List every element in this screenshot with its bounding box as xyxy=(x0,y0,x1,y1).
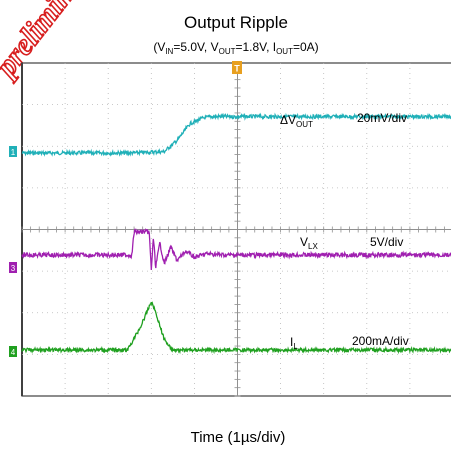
series-label-vlx: VLX xyxy=(300,235,318,251)
chart-title: Output Ripple xyxy=(184,13,288,32)
series-label-vout: ΔVOUT xyxy=(280,113,313,129)
scale-label-vlx: 5V/div xyxy=(370,235,403,249)
svg-text:1: 1 xyxy=(11,148,16,157)
x-axis-label: Time (1µs/div) xyxy=(191,429,286,446)
chart-subtitle: (VIN=5.0V, VOUT=1.8V, IOUT=0A) xyxy=(153,40,318,56)
svg-text:4: 4 xyxy=(11,348,16,357)
scale-label-il: 200mA/div xyxy=(352,334,409,348)
series-label-il: IL xyxy=(290,335,298,351)
channel-marker-3: 3 xyxy=(9,262,17,273)
svg-text:T: T xyxy=(234,64,240,74)
trigger-marker: T xyxy=(232,61,242,74)
scale-label-vout: 20mV/div xyxy=(357,111,407,125)
channel-marker-4: 4 xyxy=(9,346,17,357)
svg-text:3: 3 xyxy=(11,264,16,273)
trace-vlx xyxy=(21,227,451,270)
channel-marker-1: 1 xyxy=(9,146,17,157)
traces xyxy=(21,112,451,355)
grid xyxy=(21,62,451,397)
trace-vout xyxy=(21,112,451,157)
trace-il xyxy=(21,301,451,355)
